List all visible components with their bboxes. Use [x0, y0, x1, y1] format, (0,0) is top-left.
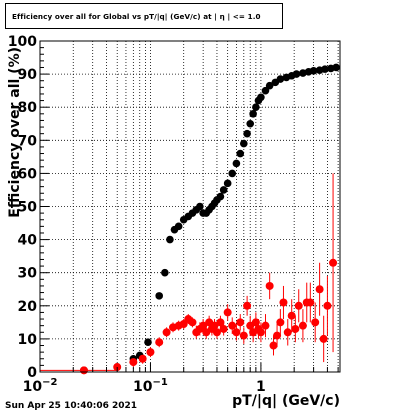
data-point-black	[161, 268, 169, 277]
data-point-black	[309, 66, 318, 75]
data-point-red	[138, 354, 147, 363]
data-point-black	[246, 119, 255, 128]
y-tick-label: 100	[8, 34, 37, 50]
y-tick-label: 70	[18, 133, 38, 149]
data-point-black	[332, 63, 340, 72]
x-tick-label: 10−1	[133, 377, 168, 395]
y-tick-label: 80	[18, 100, 38, 116]
data-point-black	[257, 93, 265, 102]
axes: 0 10 20 30 40 50 60 70 80 90 100 10−2 10−1 1	[8, 34, 339, 395]
y-tick-label: 30	[18, 266, 38, 282]
data-point-black	[321, 65, 329, 73]
data-point-red	[279, 298, 288, 307]
x-tick-label: 10−2	[23, 377, 58, 395]
data-point-red	[212, 328, 221, 337]
x-tick-label: 1	[256, 379, 266, 395]
data-point-red	[323, 301, 332, 310]
data-point-red	[129, 358, 138, 367]
data-point-red	[311, 318, 320, 327]
data-point-black	[219, 186, 228, 194]
data-point-black	[261, 86, 270, 95]
data-point-black	[240, 139, 248, 148]
data-point-black	[249, 110, 257, 118]
data-point-red	[199, 321, 208, 330]
data-point-red	[216, 318, 225, 327]
data-point-red	[291, 324, 300, 333]
data-point-red	[261, 321, 270, 330]
data-point-black	[252, 103, 260, 111]
data-series	[40, 63, 340, 375]
timestamp: Sun Apr 25 10:40:06 2021	[5, 401, 138, 411]
data-point-black	[196, 202, 204, 211]
data-point-red	[276, 318, 285, 327]
data-point-black	[166, 235, 174, 244]
x-axis-title: pT/|q| (GeV/c)	[232, 393, 340, 409]
y-tick-label: 90	[18, 67, 38, 83]
y-tick-label: 20	[18, 299, 38, 315]
data-point-red	[146, 348, 155, 357]
data-point-black	[174, 222, 183, 231]
data-point-red	[155, 338, 164, 347]
data-point-red	[232, 328, 241, 337]
data-point-black	[144, 338, 152, 347]
data-point-red	[287, 311, 296, 320]
chart-title-box: Efficiency over all for Global vs pT/|q|…	[5, 3, 283, 29]
data-point-red	[315, 285, 324, 294]
data-point-red	[236, 318, 245, 327]
data-point-red	[228, 321, 237, 330]
data-point-black	[155, 292, 164, 300]
data-point-red	[265, 281, 274, 290]
data-point-black	[292, 70, 301, 78]
data-point-red	[329, 258, 338, 267]
grid-lines	[40, 41, 340, 372]
data-point-red	[273, 331, 282, 340]
chart-title: Efficiency over all for Global vs pT/|q|…	[12, 11, 261, 21]
data-point-red	[239, 331, 248, 340]
data-point-red	[243, 301, 252, 310]
data-point-red	[188, 318, 197, 327]
data-point-black	[276, 75, 285, 83]
data-point-black	[223, 179, 232, 188]
data-point-black	[232, 159, 241, 168]
data-point-red	[319, 334, 328, 343]
data-point-red	[223, 308, 232, 317]
data-point-red	[210, 321, 219, 330]
y-tick-label: 0	[27, 365, 37, 381]
data-point-red	[256, 328, 265, 337]
data-point-red	[219, 324, 228, 333]
y-tick-label: 60	[18, 166, 38, 182]
data-point-black	[228, 169, 237, 178]
data-point-black	[243, 129, 251, 138]
data-point-red	[298, 321, 307, 330]
data-point-black	[216, 192, 225, 201]
data-point-red	[269, 341, 278, 350]
data-point-red	[162, 328, 171, 337]
data-point-black	[265, 81, 274, 90]
y-tick-label: 50	[18, 200, 38, 216]
data-point-red	[251, 318, 260, 327]
data-point-black	[236, 149, 245, 158]
data-point-red	[294, 301, 303, 310]
data-point-red	[283, 328, 292, 337]
data-point-red	[79, 366, 88, 375]
y-tick-label: 10	[18, 332, 38, 348]
y-axis-title: Efficiency over all (%)	[7, 47, 23, 218]
y-tick-label: 40	[18, 233, 38, 249]
data-point-red	[306, 298, 315, 307]
